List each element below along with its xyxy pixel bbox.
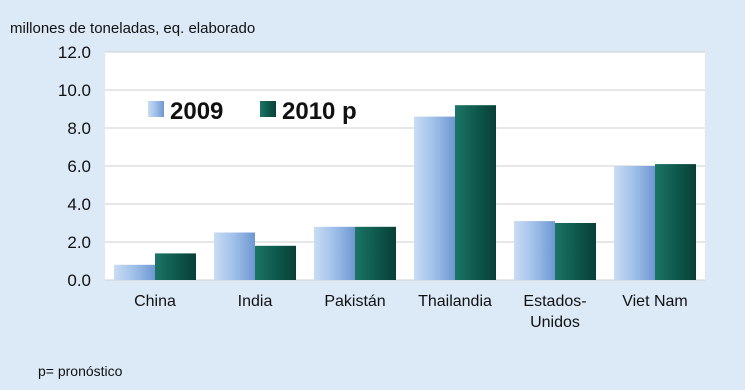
legend-swatch-2009 xyxy=(148,101,164,117)
y-tick-label: 4.0 xyxy=(67,195,91,214)
x-category-label-line: Unidos xyxy=(530,314,580,331)
bars xyxy=(114,105,696,280)
bar-2010 xyxy=(555,223,596,280)
y-tick-label: 2.0 xyxy=(67,233,91,252)
bar-2010 xyxy=(355,226,396,280)
x-category-label-line: Thailandia xyxy=(418,293,492,310)
gridlines xyxy=(105,51,705,281)
legend-swatch-2010 xyxy=(260,101,276,117)
x-category-label-line: Pakistán xyxy=(324,293,385,310)
x-category-label: Thailandia xyxy=(418,293,492,310)
bar-2010 xyxy=(455,105,496,280)
x-category-label: India xyxy=(238,293,273,310)
x-category-label-line: India xyxy=(238,293,273,310)
bar-2010 xyxy=(155,253,196,280)
bar-2009 xyxy=(614,166,655,280)
x-category-label: China xyxy=(134,293,176,310)
bar-2009 xyxy=(414,116,455,280)
y-tick-label: 0.0 xyxy=(67,271,91,290)
y-tick-label: 10.0 xyxy=(58,81,91,100)
y-tick-label: 8.0 xyxy=(67,119,91,138)
bar-2009 xyxy=(114,264,155,280)
x-axis-labels: China India Pakistán Thailandia Estados- Unid… xyxy=(134,293,688,331)
x-category-label-line: Estados- xyxy=(523,293,586,310)
bar-2009 xyxy=(314,226,355,280)
x-category-label: Pakistán xyxy=(324,293,385,310)
footnote: p= pronóstico xyxy=(38,363,123,379)
x-category-label: Viet Nam xyxy=(622,293,688,310)
legend-label-2010: 2010 p xyxy=(282,98,357,125)
x-category-label: Estados- Unidos xyxy=(523,293,586,331)
bar-2010 xyxy=(255,245,296,280)
x-category-label-line: China xyxy=(134,293,176,310)
unit-label: millones de toneladas, eq. elaborado xyxy=(10,20,255,37)
legend-label-2009: 2009 xyxy=(170,98,223,125)
y-tick-label: 12.0 xyxy=(58,43,91,62)
bar-2009 xyxy=(214,232,255,280)
x-category-label-line: Viet Nam xyxy=(622,293,688,310)
bar-2010 xyxy=(655,164,696,280)
y-axis-ticks: 0.0 2.0 4.0 6.0 8.0 10.0 12.0 xyxy=(58,43,91,290)
bar-2009 xyxy=(514,221,555,280)
legend: 2009 2010 p xyxy=(148,98,357,125)
y-tick-label: 6.0 xyxy=(67,157,91,176)
